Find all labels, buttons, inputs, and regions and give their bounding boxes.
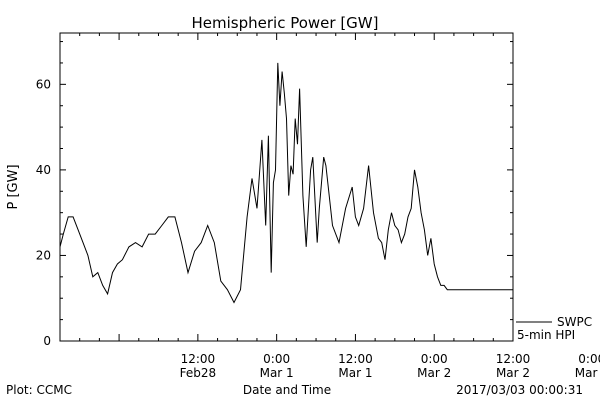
legend-series-label: 5-min HPI [517,328,575,342]
series-line-5min-hpi [59,62,513,304]
footer-left: Plot: CCMC [6,383,72,397]
x-axis-label: Date and Time [243,383,331,397]
y-tick-label: 20 [36,248,51,262]
y-axis: 0 20 40 60 [36,41,513,348]
x-tick-label-time: 12:00 [496,352,531,366]
x-tick-label-date: Mar 2 [496,366,530,380]
x-tick-label-date: Mar 1 [338,366,372,380]
x-tick-label-date: Mar 2 [417,366,451,380]
chart-title: Hemispheric Power [GW] [192,14,379,32]
x-tick-label-time: 0:00 [421,352,448,366]
plot-frame [59,32,514,342]
x-tick-label-time: 0:00 [263,352,290,366]
x-tick-label-date: Mar 3 [575,366,600,380]
y-tick-label: 60 [36,77,51,91]
footer-right: 2017/03/03 00:00:31 [456,383,583,397]
y-axis-label: P [GW] [6,164,21,209]
x-tick-label-time: 12:00 [181,352,216,366]
x-tick-label-time: 0:00 [578,352,600,366]
y-tick-label: 40 [36,163,51,177]
x-tick-label-time: 12:00 [338,352,373,366]
y-tick-label: 0 [43,334,51,348]
x-tick-label-date: Feb28 [180,366,217,380]
legend-source: SWPC [557,315,592,329]
legend: SWPC 5-min HPI [516,315,592,342]
series-group [59,62,513,304]
x-tick-label-date: Mar 1 [260,366,294,380]
